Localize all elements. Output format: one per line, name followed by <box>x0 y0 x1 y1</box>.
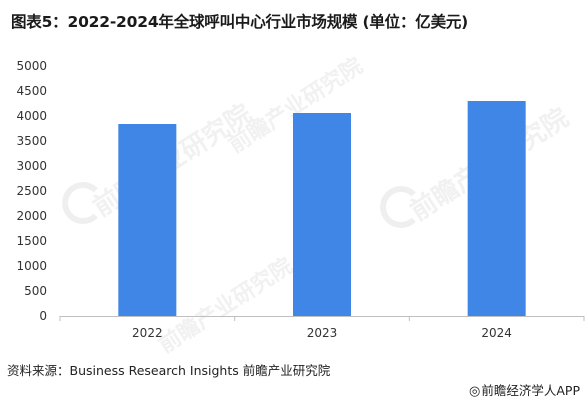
y-tick-label: 500 <box>24 284 47 298</box>
y-tick-label: 4500 <box>16 84 47 98</box>
y-tick-label: 1000 <box>16 259 47 273</box>
x-tick-label: 2022 <box>132 326 163 340</box>
brand-text: 前瞻经济学人APP <box>481 383 580 398</box>
y-tick-label: 1500 <box>16 234 47 248</box>
qianzhan-logo-icon: ◎ <box>469 384 481 399</box>
bar-2024 <box>467 101 526 316</box>
y-tick-label: 2000 <box>16 209 47 223</box>
source-note: 资料来源：Business Research Insights 前瞻产业研究院 <box>7 363 331 378</box>
y-tick-label: 2500 <box>16 184 47 198</box>
y-tick-label: 3000 <box>16 159 47 173</box>
chart-title: 图表5：2022-2024年全球呼叫中心行业市场规模 (单位：亿美元) <box>11 13 469 31</box>
y-tick-label: 5000 <box>16 59 47 73</box>
x-tick-label: 2024 <box>481 326 512 340</box>
bar-2023 <box>293 113 351 316</box>
brand-footer: ◎前瞻经济学人APP <box>469 380 580 399</box>
y-tick-label: 3500 <box>16 134 47 148</box>
y-tick-label: 4000 <box>16 109 47 123</box>
bar-2022 <box>118 124 177 316</box>
y-tick-label: 0 <box>39 309 47 323</box>
x-tick-label: 2023 <box>307 326 338 340</box>
